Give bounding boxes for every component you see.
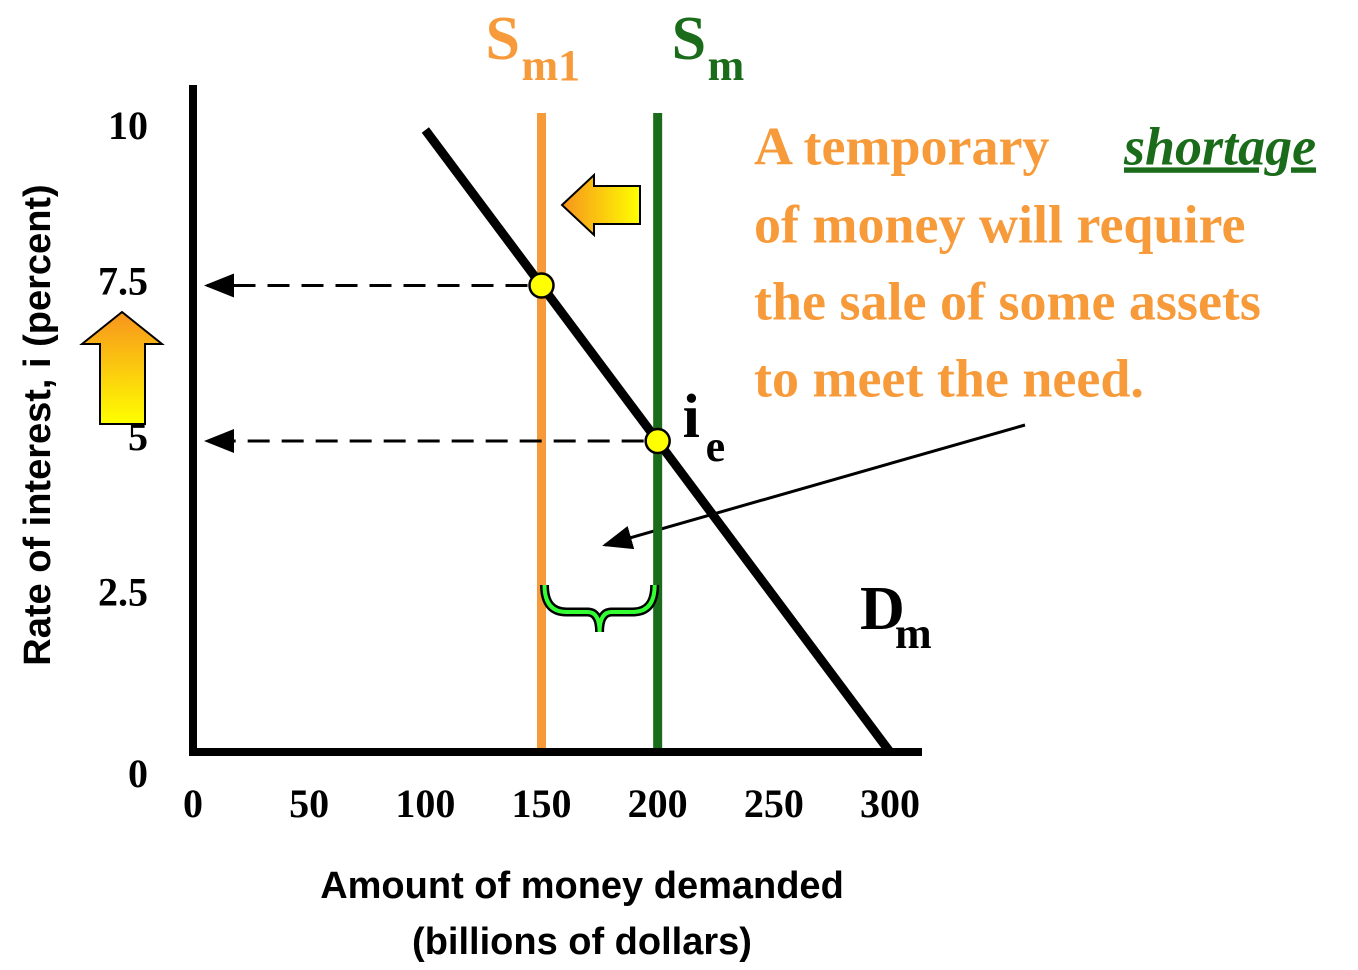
annotation-text: the sale of some assets — [754, 271, 1261, 331]
pointer-arrow — [602, 423, 1026, 550]
annotation-text: A temporary — [754, 116, 1049, 176]
left-arrow-icon — [560, 172, 641, 238]
supply-label: S — [486, 5, 520, 73]
equilibrium-point — [644, 427, 671, 455]
y-tick-label: 2.5 — [98, 570, 148, 615]
demand-label: D — [860, 575, 905, 643]
x-tick-label: 250 — [744, 781, 804, 826]
shortage-brace-fill — [542, 584, 657, 633]
x-tick-label: 0 — [183, 781, 203, 826]
x-axis-title: Amount of money demanded — [320, 865, 844, 907]
y-tick-label: 5 — [128, 414, 148, 459]
supply-label: S — [672, 5, 706, 73]
annotation-text: of money will require — [754, 194, 1245, 254]
equilibrium-point — [528, 272, 555, 299]
up-arrow-icon — [79, 310, 165, 425]
annotation-text: to meet the need. — [754, 348, 1144, 408]
x-axis-title: (billions of dollars) — [412, 921, 752, 963]
y-tick-label: 10 — [108, 103, 148, 148]
x-tick-label: 50 — [289, 781, 329, 826]
supply-label-sub: m1 — [522, 41, 581, 90]
y-tick-label: 0 — [128, 751, 148, 796]
supply-label-sub: m — [708, 41, 745, 90]
annotation-emphasis: shortage — [1123, 116, 1316, 176]
y-axis-title: Rate of interest, i (percent) — [17, 184, 59, 665]
demand-label-sub: m — [895, 609, 932, 658]
point-label: i — [683, 383, 700, 451]
x-tick-label: 300 — [860, 781, 920, 826]
x-tick-label: 200 — [628, 781, 688, 826]
y-tick-label: 7.5 — [98, 259, 148, 304]
x-tick-label: 100 — [395, 781, 455, 826]
point-label-sub: e — [706, 422, 726, 471]
x-tick-label: 150 — [512, 781, 572, 826]
